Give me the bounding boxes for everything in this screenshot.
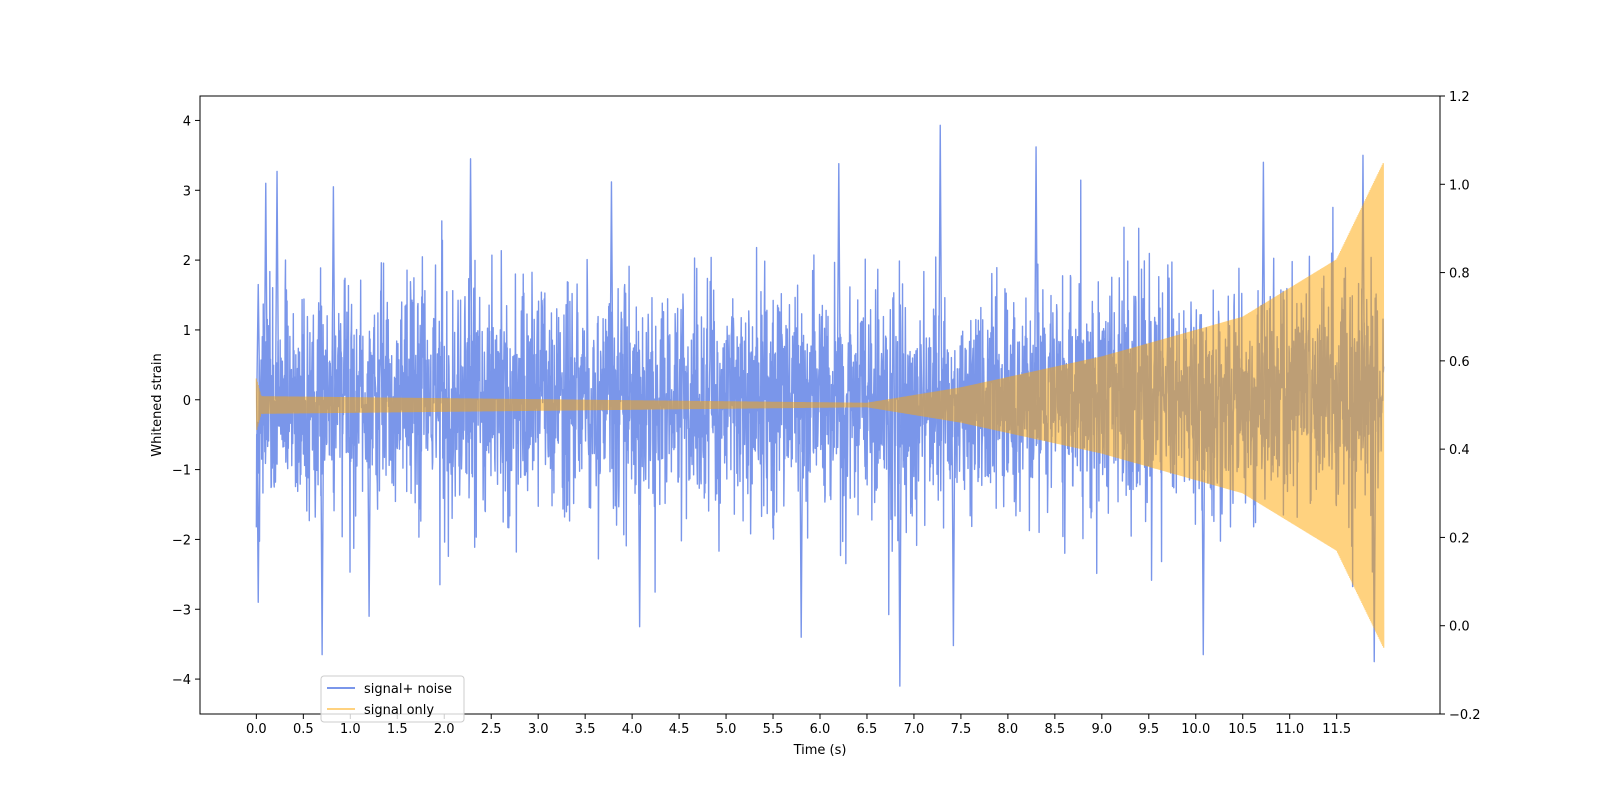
x-tick-label: 10.5 — [1228, 722, 1257, 737]
series-layer — [255, 124, 1385, 687]
x-tick-label: 2.5 — [481, 722, 502, 737]
y-tick-label: 1 — [183, 324, 191, 339]
x-axis: 0.0 0.5 1.0 1.5 2.0 2.5 3.0 3.5 4.0 4.5 5.0 5.5 6.0 6… — [246, 714, 1351, 737]
x-tick-label: 0.5 — [293, 722, 314, 737]
y-tick-label: −4 — [172, 673, 191, 688]
legend-label-signal-only: signal only — [364, 703, 434, 718]
x-tick-label: 6.5 — [857, 722, 878, 737]
x-tick-label: 2.0 — [434, 722, 455, 737]
x-tick-label: 6.0 — [810, 722, 831, 737]
x-tick-label: 9.0 — [1091, 722, 1112, 737]
y2-tick-label: 0.2 — [1449, 531, 1470, 546]
x-tick-label: 8.5 — [1045, 722, 1066, 737]
x-tick-label: 7.0 — [904, 722, 925, 737]
y2-tick-label: −0.2 — [1449, 708, 1481, 723]
x-tick-label: 5.0 — [716, 722, 737, 737]
x-tick-label: 4.0 — [622, 722, 643, 737]
y-tick-label: 4 — [183, 114, 191, 129]
x-tick-label: 0.0 — [246, 722, 267, 737]
x-tick-label: 1.0 — [340, 722, 361, 737]
y2-tick-label: 1.0 — [1449, 178, 1470, 193]
series-signal-only — [255, 163, 1385, 648]
y2-tick-label: 0.0 — [1449, 620, 1470, 635]
y-axis-label: Whitened strain — [150, 353, 165, 456]
x-tick-label: 3.5 — [575, 722, 596, 737]
legend: signal+ noise signal only — [320, 675, 465, 723]
y-tick-label: −2 — [172, 533, 191, 548]
y-tick-label: 2 — [183, 254, 191, 269]
y2-tick-label: 1.2 — [1449, 90, 1470, 105]
legend-label-signal-noise: signal+ noise — [364, 682, 452, 697]
x-tick-label: 1.5 — [387, 722, 408, 737]
x-tick-label: 10.0 — [1181, 722, 1210, 737]
x-tick-label: 5.5 — [763, 722, 784, 737]
x-tick-label: 3.0 — [528, 722, 549, 737]
y-tick-label: −3 — [172, 603, 191, 618]
x-axis-label: Time (s) — [793, 743, 847, 758]
x-tick-label: 11.5 — [1322, 722, 1351, 737]
y2-tick-label: 0.8 — [1449, 267, 1470, 282]
y-axis-left: −4 −3 −2 −1 0 1 2 3 4 — [172, 114, 200, 688]
x-tick-label: 11.0 — [1275, 722, 1304, 737]
y2-tick-label: 0.6 — [1449, 355, 1470, 370]
y2-tick-label: 0.4 — [1449, 443, 1470, 458]
x-tick-label: 7.5 — [951, 722, 972, 737]
y-tick-label: 0 — [183, 394, 191, 409]
y-axis-right: −0.2 0.0 0.2 0.4 0.6 0.8 1.0 1.2 — [1440, 90, 1481, 723]
series-signal-plus-noise — [255, 124, 1385, 687]
x-tick-label: 9.5 — [1138, 722, 1159, 737]
x-tick-label: 4.5 — [669, 722, 690, 737]
y-tick-label: 3 — [183, 184, 191, 199]
legend-box — [320, 675, 465, 723]
y-tick-label: −1 — [172, 464, 191, 479]
x-tick-label: 8.0 — [998, 722, 1019, 737]
